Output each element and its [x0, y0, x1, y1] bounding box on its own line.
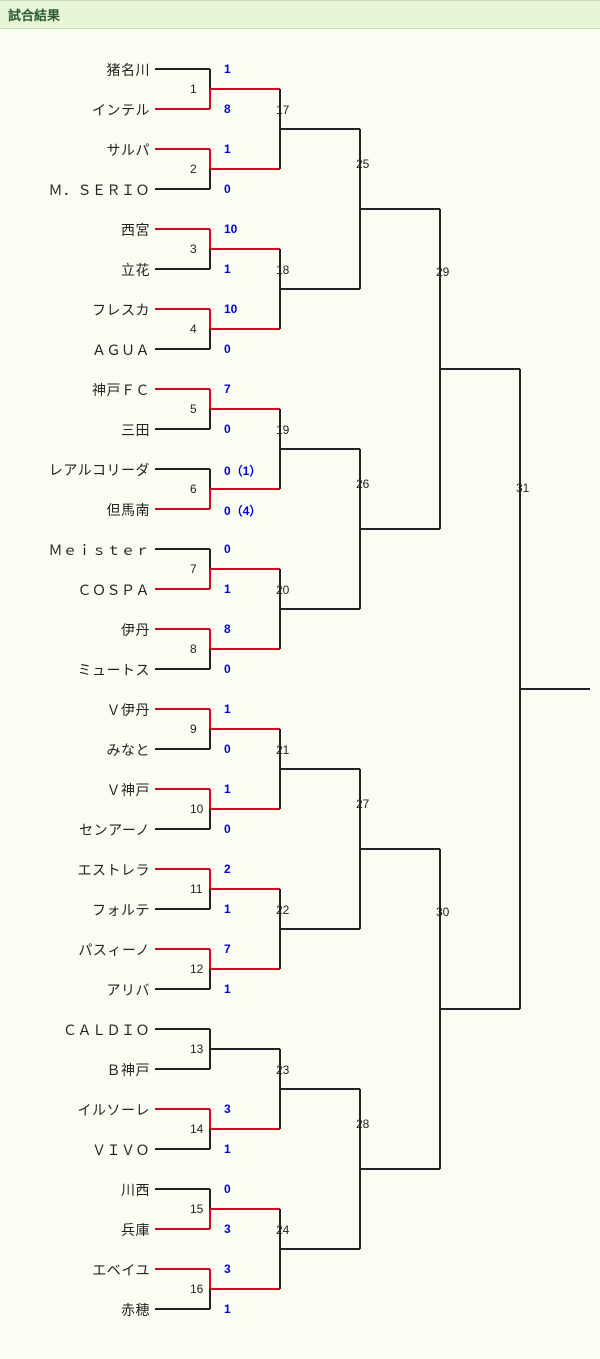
team-label: 神戸ＦＣ — [0, 380, 150, 400]
match-number: 28 — [356, 1117, 369, 1131]
score: 1 — [224, 1142, 231, 1156]
match-number: 1 — [190, 82, 197, 96]
team-label: イルソーレ — [0, 1100, 150, 1120]
team-label: 猪名川 — [0, 60, 150, 80]
score: 2 — [224, 862, 231, 876]
team-label: サルパ — [0, 140, 150, 160]
team-label: Ｍｅｉｓｔｅｒ — [0, 540, 150, 560]
score: 0（4） — [224, 502, 261, 519]
team-label: レアルコリーダ — [0, 460, 150, 480]
match-number: 24 — [276, 1223, 289, 1237]
match-number: 10 — [190, 802, 203, 816]
match-number: 13 — [190, 1042, 203, 1056]
score: 3 — [224, 1262, 231, 1276]
team-label: エベイユ — [0, 1260, 150, 1280]
score: 3 — [224, 1102, 231, 1116]
match-number: 12 — [190, 962, 203, 976]
team-label: 伊丹 — [0, 620, 150, 640]
match-number: 7 — [190, 562, 197, 576]
match-number: 8 — [190, 642, 197, 656]
score: 8 — [224, 622, 231, 636]
team-label: センアーノ — [0, 820, 150, 840]
header-title: 試合結果 — [0, 0, 600, 29]
team-label: 立花 — [0, 260, 150, 280]
match-number: 5 — [190, 402, 197, 416]
score: 0 — [224, 742, 231, 756]
team-label: Ｖ伊丹 — [0, 700, 150, 720]
match-number: 25 — [356, 157, 369, 171]
score: 1 — [224, 142, 231, 156]
match-number: 23 — [276, 1063, 289, 1077]
match-number: 26 — [356, 477, 369, 491]
team-label: ＣＡＬＤＩＯ — [0, 1020, 150, 1040]
team-label: 三田 — [0, 420, 150, 440]
score: 8 — [224, 102, 231, 116]
match-number: 15 — [190, 1202, 203, 1216]
score: 10 — [224, 302, 237, 316]
score: 1 — [224, 262, 231, 276]
score: 10 — [224, 222, 237, 236]
match-number: 22 — [276, 903, 289, 917]
bracket-container: 猪名川インテルサルパ Ｍ．ＳＥＲＩＯ 西宮立花フレスカ ＡＧＵＡ 神戸ＦＣ 三田レアルコリ… — [0, 29, 600, 1359]
score: 7 — [224, 942, 231, 956]
match-number: 31 — [516, 481, 529, 495]
match-number: 6 — [190, 482, 197, 496]
score: 0 — [224, 182, 231, 196]
match-number: 14 — [190, 1122, 203, 1136]
team-label: 赤穂 — [0, 1300, 150, 1320]
match-number: 27 — [356, 797, 369, 811]
team-label: ＶＩＶＯ — [0, 1140, 150, 1160]
score: 1 — [224, 982, 231, 996]
score: 1 — [224, 582, 231, 596]
team-label: パスィーノ — [0, 940, 150, 960]
score: 1 — [224, 1302, 231, 1316]
team-label: エストレラ — [0, 860, 150, 880]
score: 1 — [224, 62, 231, 76]
score: 0 — [224, 542, 231, 556]
team-label: ＡＧＵＡ — [0, 340, 150, 360]
match-number: 4 — [190, 322, 197, 336]
score: 0 — [224, 342, 231, 356]
score: 3 — [224, 1222, 231, 1236]
score: 7 — [224, 382, 231, 396]
team-label: ミュートス — [0, 660, 150, 680]
score: 0 — [224, 822, 231, 836]
team-label: 但馬南 — [0, 500, 150, 520]
match-number: 3 — [190, 242, 197, 256]
match-number: 20 — [276, 583, 289, 597]
match-number: 19 — [276, 423, 289, 437]
match-number: 29 — [436, 265, 449, 279]
match-number: 16 — [190, 1282, 203, 1296]
team-label: 川西 — [0, 1180, 150, 1200]
team-label: フレスカ — [0, 300, 150, 320]
score: 0 — [224, 422, 231, 436]
match-number: 11 — [190, 882, 202, 896]
score: 1 — [224, 782, 231, 796]
score: 0 — [224, 662, 231, 676]
score: 0 — [224, 1182, 231, 1196]
match-number: 18 — [276, 263, 289, 277]
team-label: ＣＯＳＰＡ — [0, 580, 150, 600]
team-label: Ｖ神戸 — [0, 780, 150, 800]
match-number: 21 — [276, 743, 289, 757]
team-label: Ｂ神戸 — [0, 1060, 150, 1080]
score: 1 — [224, 902, 231, 916]
team-label: フォルテ — [0, 900, 150, 920]
team-label: Ｍ．ＳＥＲＩＯ — [0, 180, 150, 200]
match-number: 17 — [276, 103, 289, 117]
match-number: 30 — [436, 905, 449, 919]
team-label: アリバ — [0, 980, 150, 1000]
match-number: 9 — [190, 722, 197, 736]
match-number: 2 — [190, 162, 197, 176]
score: 1 — [224, 702, 231, 716]
team-label: 兵庫 — [0, 1220, 150, 1240]
team-label: インテル — [0, 100, 150, 120]
team-label: 西宮 — [0, 220, 150, 240]
score: 0（1） — [224, 462, 261, 479]
team-label: みなと — [0, 740, 150, 760]
